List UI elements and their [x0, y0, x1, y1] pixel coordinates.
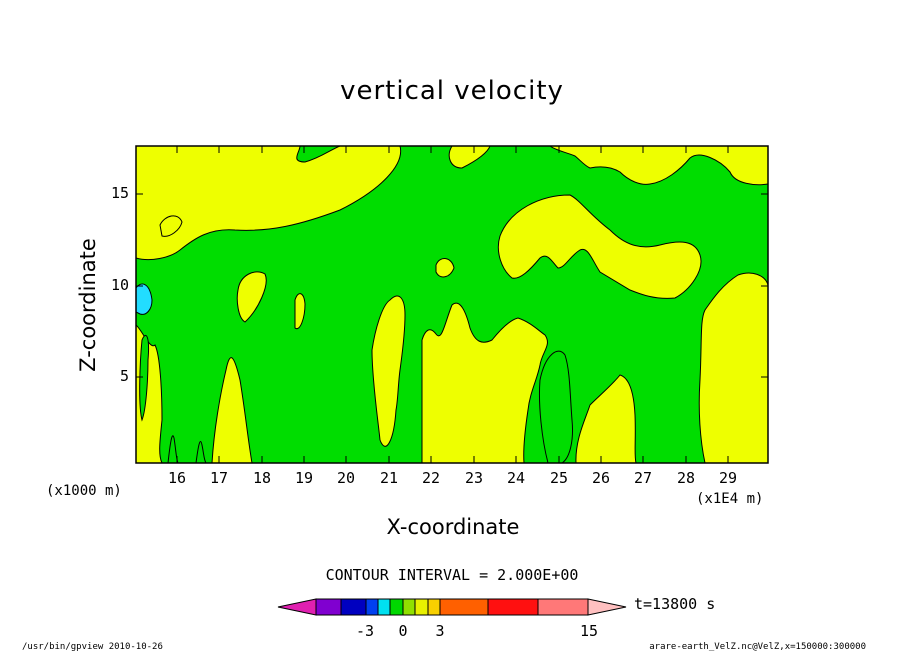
contour-yellow-top-left [136, 146, 402, 261]
colorbar-swatch-3 [365, 598, 379, 616]
y-axis-ticks [136, 193, 768, 378]
x-tick-label: 19 [294, 469, 314, 487]
colorbar-swatch-11 [537, 598, 589, 616]
y-axis-multiplier: (x1000 m) [46, 483, 122, 499]
x-axis-multiplier: (x1E4 m) [696, 491, 764, 507]
x-tick-label: 27 [633, 469, 653, 487]
y-tick-label: 5 [119, 367, 129, 385]
x-tick-label: 16 [167, 469, 187, 487]
contour-green-island-left [139, 335, 149, 422]
x-axis-ticks [176, 146, 729, 463]
x-tick-label: 17 [209, 469, 229, 487]
colorbar-swatch-7 [414, 598, 429, 616]
y-tick-label: 15 [110, 184, 129, 202]
x-axis-label: X-coordinate [386, 515, 520, 539]
colorbar-tick-label: 3 [435, 622, 445, 640]
y-tick-label: 10 [110, 276, 129, 294]
contour-yellow-upper-left-blob [159, 215, 183, 237]
contour-yellow-mid-column [371, 295, 406, 447]
x-tick-label: 20 [336, 469, 356, 487]
contour-yellow-top-right [549, 146, 768, 186]
time-label: t=13800 s [634, 595, 716, 613]
contour-yellow-left-blob [236, 271, 267, 323]
colorbar-tick-label: -3 [355, 622, 375, 640]
colorbar-swatch-12 [587, 598, 627, 616]
contour-green-island-right [538, 350, 573, 463]
x-tick-label: 25 [549, 469, 569, 487]
contour-cyan-blob [136, 283, 153, 315]
contour-yellow-top-mid [448, 146, 491, 169]
x-tick-label: 28 [676, 469, 696, 487]
footer-left: /usr/bin/gpview 2010-10-26 [22, 642, 163, 652]
x-tick-label: 23 [464, 469, 484, 487]
contour-yellow-right-column [575, 374, 637, 463]
x-tick-label: 26 [591, 469, 611, 487]
colorbar-swatch-1 [315, 598, 342, 616]
x-tick-label: 21 [379, 469, 399, 487]
x-tick-label: 29 [718, 469, 738, 487]
colorbar-swatch-10 [487, 598, 539, 616]
contour-yellow-small-blob [294, 293, 306, 330]
colorbar-swatch-5 [389, 598, 404, 616]
colorbar-swatch-2 [340, 598, 367, 616]
x-tick-label: 22 [421, 469, 441, 487]
colorbar-swatch-4 [377, 598, 391, 616]
contour-yellow-mid-right [497, 194, 702, 299]
chart-title: vertical velocity [340, 76, 564, 106]
colorbar-swatch-8 [427, 598, 441, 616]
colorbar [277, 598, 627, 616]
plot-frame [135, 145, 769, 464]
x-tick-label: 24 [506, 469, 526, 487]
colorbar-tick-label: 0 [398, 622, 408, 640]
y-axis-label: Z-coordinate [76, 238, 100, 372]
footer-right: arare-earth_VelZ.nc@VelZ,x=150000:300000 [649, 642, 866, 652]
x-tick-label: 18 [252, 469, 272, 487]
colorbar-swatch-9 [439, 598, 489, 616]
contour-yellow-blob-2 [435, 258, 455, 278]
colorbar-swatch-0 [277, 598, 317, 616]
contour-interval-label: CONTOUR INTERVAL = 2.000E+00 [325, 566, 579, 584]
contour-yellow-left-spike [211, 357, 253, 463]
contour-yellow-central-block [421, 302, 548, 463]
contour-green-island-left-spikes-2 [195, 440, 207, 463]
colorbar-swatch-6 [402, 598, 416, 616]
contour-yellow-far-right-column [698, 272, 768, 463]
colorbar-tick-label: 15 [579, 622, 599, 640]
